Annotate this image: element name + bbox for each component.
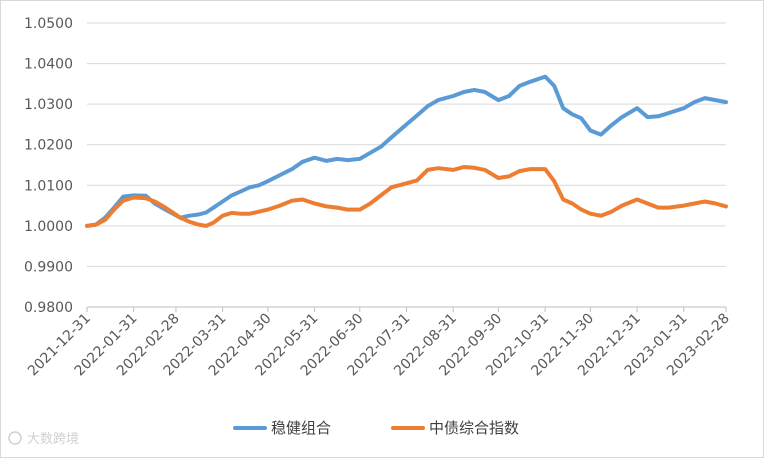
watermark-text: 大数跨境 xyxy=(27,432,79,447)
series-line-2 xyxy=(85,165,728,228)
y-tick-label: 1.0000 xyxy=(24,219,73,235)
gridlines xyxy=(87,22,726,267)
legend: 稳健组合 中债综合指数 xyxy=(233,419,519,437)
y-axis: 1.0500 1.0400 1.0300 1.0200 1.0100 1.0000 0.99… xyxy=(24,16,73,316)
y-tick-label: 1.0300 xyxy=(24,97,73,113)
y-tick-label: 1.0200 xyxy=(24,138,73,154)
plot-area xyxy=(85,74,728,228)
y-tick-label: 1.0500 xyxy=(24,16,73,32)
legend-label-2: 中债综合指数 xyxy=(429,419,519,437)
legend-label-1: 稳健组合 xyxy=(271,419,331,437)
x-axis: 2021-12-312022-01-312022-02-282022-03-31… xyxy=(25,306,733,379)
y-tick-label: 1.0400 xyxy=(24,57,73,73)
y-tick-label: 0.9800 xyxy=(24,300,73,316)
y-tick-label: 0.9900 xyxy=(24,259,73,275)
watermark: 大数跨境 xyxy=(8,431,79,447)
y-tick-label: 1.0100 xyxy=(24,178,73,194)
watermark-logo-icon xyxy=(8,431,22,445)
